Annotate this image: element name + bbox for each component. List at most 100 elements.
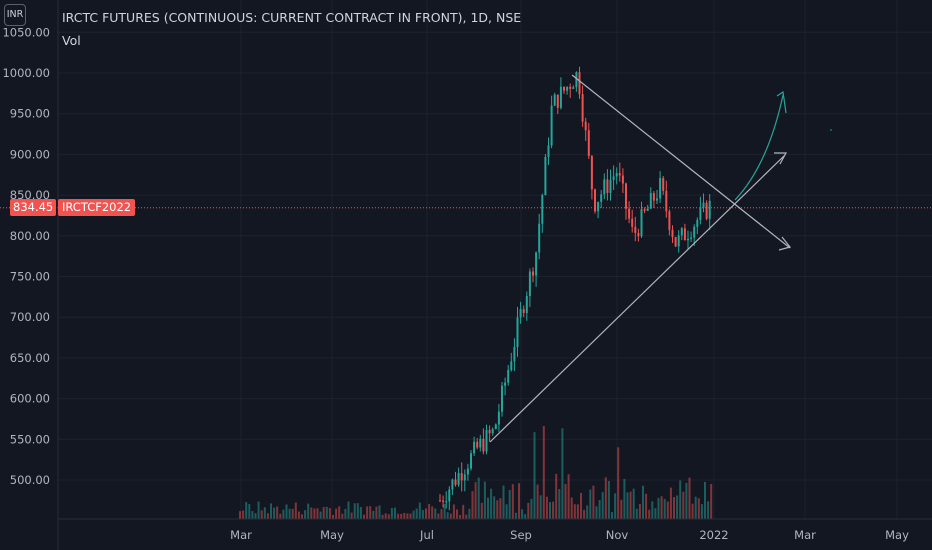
volume-bar: [710, 483, 713, 519]
candle-body: [659, 178, 662, 199]
price-axis[interactable]: 1050.00 1000.00 950.00 900.00 850.00 800.00 75…: [2, 0, 59, 550]
volume-bar: [322, 507, 325, 519]
candle-body: [532, 271, 534, 276]
volume-bar: [449, 513, 452, 519]
x-tick-label: Sep: [510, 528, 532, 542]
volume-bar: [397, 513, 400, 519]
volume-bar: [263, 507, 266, 519]
x-tick-label: May: [885, 528, 909, 542]
candle-body: [618, 173, 621, 176]
candle-body: [640, 209, 643, 237]
volume-bar: [254, 513, 257, 519]
currency-button[interactable]: INR: [4, 4, 26, 26]
candle-body: [510, 361, 513, 371]
candle-body: [600, 194, 603, 202]
time-axis[interactable]: Mar May Jul Sep Nov 2022 Mar May: [58, 518, 932, 542]
candle-body: [513, 346, 516, 362]
candle-body: [699, 207, 702, 221]
volume-bar: [465, 514, 468, 519]
candle-body: [488, 430, 491, 434]
drawings-layer[interactable]: [489, 74, 832, 443]
candle-body: [476, 441, 479, 448]
volume-bar: [350, 512, 353, 519]
volume-bar: [477, 477, 480, 519]
candle-body: [680, 228, 683, 236]
volume-bar: [592, 485, 595, 519]
x-tick-label: Nov: [606, 528, 629, 542]
candle-body: [612, 176, 615, 180]
volume-bar: [533, 432, 536, 519]
volume-bar: [536, 484, 539, 519]
volume-bar: [626, 492, 629, 519]
candle-body: [625, 183, 627, 209]
candle-body: [584, 121, 587, 131]
volume-bar: [273, 507, 276, 519]
volume-bar: [660, 496, 663, 519]
curved-up-arrow: [734, 94, 784, 201]
volume-bar: [394, 507, 396, 519]
volume-bar: [651, 501, 654, 519]
volume-bars: [239, 426, 713, 519]
candle-body: [581, 94, 584, 122]
candle-body: [708, 200, 711, 219]
volume-legend[interactable]: Vol: [62, 33, 81, 48]
candle-body: [522, 309, 525, 313]
volume-bar: [440, 509, 443, 519]
volume-bar: [691, 503, 694, 519]
volume-bar: [576, 504, 579, 519]
candle-body: [538, 223, 541, 253]
chart-legend: IRCTC FUTURES (CONTINUOUS: CURRENT CONTR…: [62, 9, 521, 49]
candle-body: [439, 500, 441, 502]
volume-bar: [539, 495, 542, 519]
volume-bar: [666, 501, 669, 519]
candle-body: [683, 228, 686, 241]
volume-bar: [645, 493, 648, 519]
candle-body: [566, 86, 569, 91]
volume-bar: [682, 491, 685, 519]
volume-bar: [511, 484, 514, 519]
volume-bar: [359, 507, 362, 519]
volume-bar: [669, 487, 672, 519]
x-tick-label: Mar: [230, 528, 252, 542]
volume-bar: [428, 504, 431, 519]
volume-bar: [483, 481, 486, 519]
candle-body: [553, 94, 556, 106]
volume-bar: [304, 510, 307, 519]
volume-bar: [642, 485, 644, 519]
candle-body: [637, 232, 640, 237]
y-tick-label: 650.00: [10, 351, 50, 365]
volume-bar: [347, 501, 350, 519]
volume-bar: [496, 500, 499, 519]
symbol-title[interactable]: IRCTC FUTURES (CONTINUOUS: CURRENT CONTR…: [62, 10, 522, 25]
volume-bar: [573, 504, 576, 519]
candle-body: [631, 218, 634, 227]
volume-bar: [307, 503, 310, 519]
volume-bar: [589, 489, 592, 519]
volume-bar: [505, 504, 508, 519]
x-tick-label: Mar: [794, 528, 816, 542]
candle-body: [507, 370, 510, 383]
volume-bar: [276, 506, 279, 519]
volume-bar: [570, 497, 573, 519]
x-tick-label: 2022: [699, 528, 728, 542]
candle-body: [454, 479, 457, 485]
candle-body: [479, 438, 482, 448]
volume-bar: [580, 492, 582, 519]
volume-bar: [310, 507, 313, 519]
volume-bar: [313, 508, 316, 519]
volume-bar: [487, 497, 489, 519]
candle-body: [504, 382, 507, 386]
candle-body: [690, 237, 693, 239]
curved-arrow-head: [776, 90, 787, 114]
candle-body: [587, 130, 590, 156]
drawing-point: [830, 129, 832, 131]
y-tick-label: 700.00: [10, 310, 50, 324]
volume-bar: [257, 501, 260, 519]
volume-bar: [266, 513, 269, 519]
candle-body: [501, 385, 503, 412]
volume-bar: [400, 513, 403, 519]
candle-body: [485, 430, 488, 452]
volume-bar: [555, 473, 558, 519]
candle-body: [497, 411, 500, 425]
